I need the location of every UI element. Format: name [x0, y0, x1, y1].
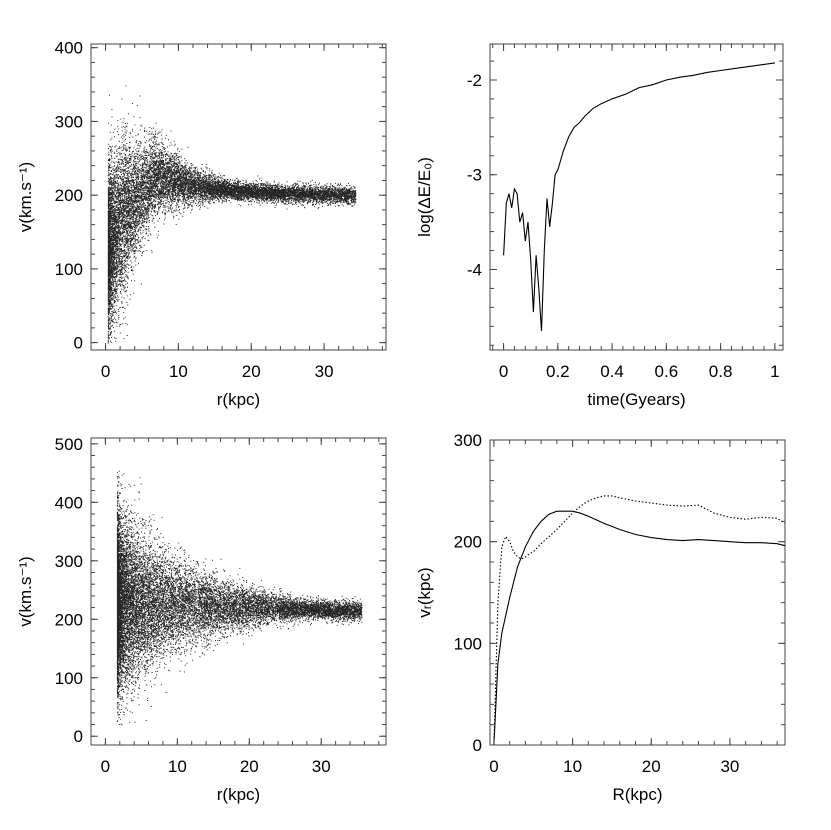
x-tick-label: 30	[720, 757, 739, 776]
x-tick-label: 20	[642, 757, 661, 776]
x-tick-label: 20	[242, 362, 261, 381]
y-tick-label: 400	[55, 493, 83, 512]
y-tick-labels: 0 100 200 300 400	[55, 39, 83, 353]
axis-ticks	[90, 438, 386, 745]
y-axis-label: v(km.s⁻¹)	[16, 162, 35, 232]
y-axis-label: v(km.s⁻¹)	[16, 556, 35, 626]
scatter-points	[107, 85, 357, 344]
panel-bottom-left-scatter: 0 10 20 30 0 100 200 300 400 500 r(kpc) v(km.s⁻¹…	[16, 435, 387, 804]
y-tick-label: 300	[454, 431, 482, 450]
y-tick-labels: 0 100 200 300 400 500	[55, 435, 83, 746]
x-tick-label: 10	[169, 362, 188, 381]
panel-top-right-energy-line: 0 0.2 0.4 0.6 0.8 1 -4 -3 -2 time(Gyears) log(Δ…	[415, 43, 784, 409]
x-axis-label: R(kpc)	[612, 785, 662, 804]
x-tick-label: 10	[168, 757, 187, 776]
y-tick-label: 100	[55, 260, 83, 279]
x-tick-labels: 0 10 20 30	[101, 362, 334, 381]
x-tick-labels: 0 0.2 0.4 0.6 0.8 1	[499, 362, 780, 381]
series-dotted-line	[493, 495, 786, 746]
plot-frame	[90, 437, 387, 746]
y-tick-label: 100	[454, 634, 482, 653]
x-tick-label: 0.6	[655, 362, 679, 381]
plot-frame	[90, 43, 387, 351]
y-tick-label: 100	[55, 669, 83, 688]
y-axis-label: log(ΔE/E₀)	[415, 157, 434, 237]
y-tick-label: 200	[55, 610, 83, 629]
x-tick-label: 0	[101, 757, 110, 776]
x-tick-label: 0.4	[600, 362, 624, 381]
y-axis-label: vᵣ(kpc)	[415, 567, 434, 617]
y-tick-labels: 0 100 200 300	[454, 431, 482, 755]
x-tick-labels: 0 10 20 30	[101, 757, 331, 776]
panel-top-left-scatter: 0 10 20 30 0 100 200 300 400 r(kpc) v(km.s⁻¹)	[16, 39, 387, 409]
y-tick-label: 500	[55, 435, 83, 454]
y-tick-label: -2	[467, 71, 482, 90]
x-tick-label: 0	[101, 362, 110, 381]
x-tick-label: 0	[499, 362, 508, 381]
x-tick-label: 0.8	[709, 362, 733, 381]
scatter-point-cloud	[107, 85, 357, 344]
x-axis-label: r(kpc)	[217, 390, 260, 409]
y-tick-label: 300	[55, 552, 83, 571]
x-tick-label: 1	[770, 362, 779, 381]
plot-frame	[489, 439, 786, 746]
x-tick-label: 20	[240, 757, 259, 776]
x-tick-labels: 0 10 20 30	[489, 757, 739, 776]
plot-frame	[489, 43, 784, 351]
series-solid-line	[493, 510, 786, 746]
line-series	[493, 495, 786, 746]
scatter-point-cloud	[116, 470, 363, 726]
y-tick-label: 0	[473, 736, 482, 755]
x-axis-label: r(kpc)	[217, 785, 260, 804]
axis-ticks	[490, 439, 785, 746]
x-axis-label: time(Gyears)	[587, 390, 685, 409]
panel-bottom-right-rotation-curve: 0 10 20 30 0 100 200 300 R(kpc) vᵣ(kpc)	[415, 431, 786, 804]
x-tick-label: 30	[312, 757, 331, 776]
scatter-points	[116, 470, 363, 726]
series-solid-line	[503, 62, 775, 332]
x-tick-label: 30	[315, 362, 334, 381]
y-tick-label: -3	[467, 166, 482, 185]
y-tick-label: 0	[74, 727, 83, 746]
y-tick-label: -4	[467, 260, 482, 279]
axis-ticks	[490, 44, 783, 350]
x-tick-label: 10	[563, 757, 582, 776]
y-tick-label: 0	[74, 334, 83, 353]
x-tick-label: 0	[489, 757, 498, 776]
y-tick-label: 200	[55, 186, 83, 205]
y-tick-label: 300	[55, 112, 83, 131]
y-tick-labels: -4 -3 -2	[467, 71, 482, 279]
axis-ticks	[90, 44, 386, 350]
y-tick-label: 200	[454, 533, 482, 552]
x-tick-label: 0.2	[546, 362, 570, 381]
line-series	[503, 62, 775, 332]
y-tick-label: 400	[55, 39, 83, 58]
